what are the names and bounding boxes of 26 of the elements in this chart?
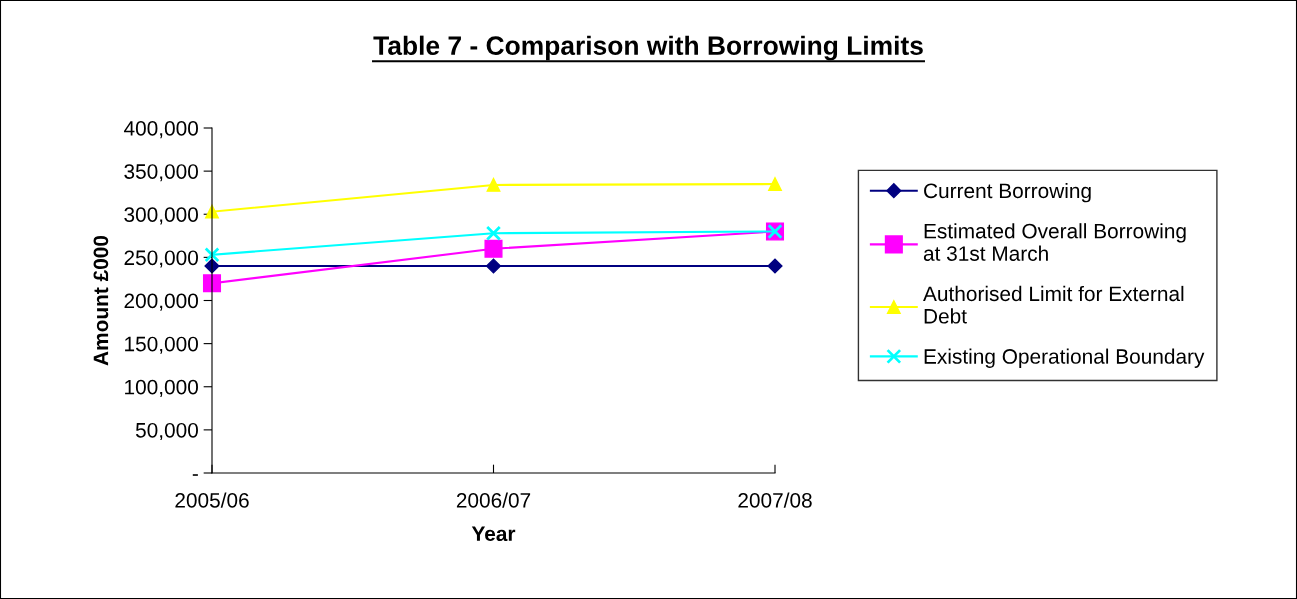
legend-label: Current Borrowing [924,182,1091,203]
point [767,258,783,274]
y-tick-label: 200,000 [124,293,198,311]
y-tick-label: 300,000 [124,207,198,225]
y-tick-label: 350,000 [124,164,198,182]
chart-title: Table 7 - Comparison with Borrowing Limits [373,35,923,61]
x-tick-label: 2006/07 [456,492,531,508]
y-tick-label: 250,000 [124,250,198,268]
y-tick-label: 50,000 [135,422,198,441]
point [768,177,782,192]
legend-label: Estimated Overall Borrowing at 31st March [923,223,1186,261]
y-tick-label: - [192,474,198,476]
point [485,258,502,274]
point [484,239,503,258]
point [485,225,502,241]
point [486,177,501,192]
point [204,247,220,263]
y-tick-label: 400,000 [123,121,198,139]
x-tick-label: 2005/06 [175,492,249,508]
x-axis-title: Year [471,526,516,542]
legend-label: Existing Operational Boundary [924,348,1205,368]
y-tick-label: 150,000 [125,336,198,354]
x-tick-label: 2007/08 [738,492,812,508]
y-axis-title: Amount £000 [93,235,109,366]
y-tick-label: 100,000 [125,379,198,397]
legend-label: Authorised Limit for External Debt [923,285,1184,324]
